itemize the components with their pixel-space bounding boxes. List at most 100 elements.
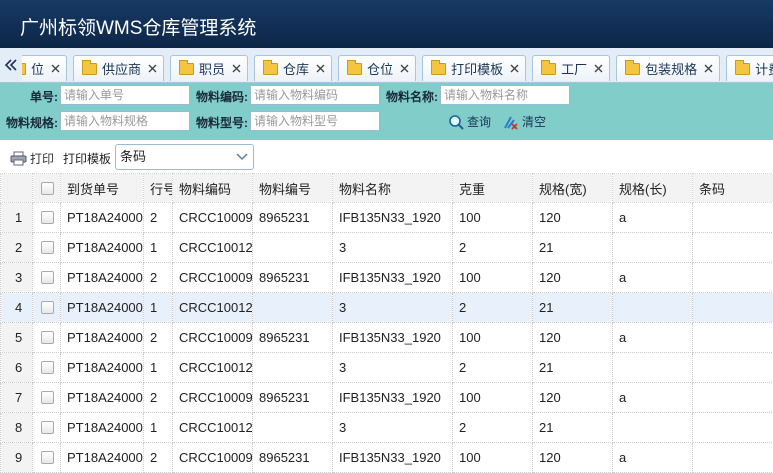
- close-icon[interactable]: [510, 64, 519, 73]
- clear-icon: [504, 116, 518, 130]
- column-header[interactable]: 到货单号: [60, 173, 144, 203]
- table-row[interactable]: 7 PT18A240003 2 CRCC10009 8965231 IFB135N33_1…: [0, 382, 773, 413]
- column-header[interactable]: 规格(长): [612, 173, 693, 203]
- column-header[interactable]: 物料名称: [332, 173, 453, 203]
- data-grid: 到货单号行号物料编码物料编号物料名称克重规格(宽)规格(长)条码 1PT18A2…: [0, 173, 773, 473]
- tab[interactable]: 仓库: [254, 55, 333, 81]
- tabs-scroll-left[interactable]: [3, 56, 19, 74]
- field-label: 物料型号:: [196, 116, 248, 130]
- table-row[interactable]: 6 PT18A240004 1 CRCC10012 3 2 21: [0, 352, 773, 383]
- table-cell: 1: [143, 292, 173, 323]
- tab[interactable]: 工厂: [532, 55, 611, 81]
- text-input[interactable]: 请输入物料规格: [60, 111, 190, 131]
- action-button[interactable]: 查询: [448, 113, 491, 130]
- template-select[interactable]: 条码: [115, 144, 254, 170]
- tab[interactable]: 仓位: [338, 55, 417, 81]
- table-cell: 120: [532, 262, 613, 293]
- row-checkbox[interactable]: [41, 331, 54, 344]
- table-cell: a: [612, 262, 693, 293]
- row-checkbox-cell[interactable]: [32, 442, 61, 473]
- text-input[interactable]: 请输入物料名称: [440, 85, 570, 105]
- close-icon[interactable]: [704, 64, 713, 73]
- table-cell: 100: [452, 382, 533, 413]
- template-value: 条码: [120, 149, 147, 164]
- table-cell: 8965231: [252, 442, 333, 473]
- row-checkbox[interactable]: [41, 361, 54, 374]
- row-checkbox-cell[interactable]: [32, 232, 61, 263]
- row-checkbox[interactable]: [41, 241, 54, 254]
- row-checkbox-cell[interactable]: [32, 262, 61, 293]
- table-cell: 100: [452, 262, 533, 293]
- table-cell: CRCC10012: [172, 412, 253, 443]
- toolbar: 打印 打印模板 条码: [0, 142, 773, 172]
- close-icon[interactable]: [51, 64, 60, 73]
- table-cell: PT18A240006: [60, 202, 144, 233]
- close-icon[interactable]: [232, 64, 241, 73]
- table-cell: a: [612, 442, 693, 473]
- row-checkbox-cell[interactable]: [32, 412, 61, 443]
- row-checkbox[interactable]: [41, 391, 54, 404]
- row-checkbox[interactable]: [41, 211, 54, 224]
- text-input[interactable]: 请输入单号: [60, 85, 190, 105]
- row-checkbox-cell[interactable]: [32, 382, 61, 413]
- row-checkbox-cell[interactable]: [32, 322, 61, 353]
- table-cell: 21: [532, 292, 613, 323]
- folder-icon: [541, 59, 557, 75]
- table-cell: CRCC10012: [172, 292, 253, 323]
- table-row[interactable]: 4 PT18A240005 1 CRCC10012 3 2 21: [0, 292, 773, 323]
- table-cell: 100: [452, 202, 533, 233]
- text-input[interactable]: 请输入物料型号: [250, 111, 380, 131]
- table-cell: IFB135N33_1920: [332, 442, 453, 473]
- close-icon[interactable]: [148, 64, 157, 73]
- row-checkbox[interactable]: [41, 301, 54, 314]
- close-icon[interactable]: [400, 64, 409, 73]
- column-header[interactable]: 物料编号: [252, 173, 333, 203]
- field-label: 单号:: [30, 90, 58, 104]
- row-checkbox-cell[interactable]: [32, 202, 61, 233]
- column-header[interactable]: 条码: [692, 173, 773, 203]
- table-cell: a: [612, 202, 693, 233]
- table-cell: [692, 232, 773, 263]
- print-icon: [10, 151, 27, 166]
- table-cell: 100: [452, 322, 533, 353]
- folder-icon: [22, 62, 26, 75]
- tab-label: 供应商: [102, 62, 142, 77]
- column-header[interactable]: 行号: [143, 173, 173, 203]
- table-row[interactable]: 1 PT18A240006 2 CRCC10009 8965231 IFB135N33_1…: [0, 202, 773, 233]
- table-cell: [692, 442, 773, 473]
- table-cell: 3: [332, 232, 453, 263]
- table-row[interactable]: 8 PT18A240003 1 CRCC10012 3 2 21: [0, 412, 773, 443]
- tab[interactable]: 位: [22, 55, 68, 81]
- column-header[interactable]: 物料编码: [172, 173, 253, 203]
- table-row[interactable]: 3 PT18A240005 2 CRCC10009 8965231 IFB135N33_1…: [0, 262, 773, 293]
- table-row[interactable]: 2 PT18A240006 1 CRCC10012 3 2 21: [0, 232, 773, 263]
- print-button[interactable]: 打印: [10, 150, 54, 167]
- column-header[interactable]: 克重: [452, 173, 533, 203]
- table-row[interactable]: 9 PT18A240002 2 CRCC10009 8965231 IFB135N33_1…: [0, 442, 773, 473]
- table-cell: 120: [532, 442, 613, 473]
- tab[interactable]: 职员: [170, 55, 249, 81]
- table-row[interactable]: 5 PT18A240004 2 CRCC10009 8965231 IFB135N33_1…: [0, 322, 773, 353]
- table-cell: a: [612, 382, 693, 413]
- row-checkbox-cell[interactable]: [32, 292, 61, 323]
- close-icon[interactable]: [316, 64, 325, 73]
- close-icon[interactable]: [594, 64, 603, 73]
- search-icon: [449, 114, 464, 130]
- column-header[interactable]: 规格(宽): [532, 173, 613, 203]
- select-all[interactable]: [32, 173, 61, 203]
- row-checkbox-cell[interactable]: [32, 352, 61, 383]
- field-label: 物料规格:: [6, 116, 58, 130]
- action-button[interactable]: 清空: [503, 113, 546, 130]
- row-checkbox[interactable]: [41, 421, 54, 434]
- tab[interactable]: 包装规格: [616, 55, 721, 81]
- tab[interactable]: 打印模板: [422, 55, 527, 81]
- row-checkbox[interactable]: [41, 451, 54, 464]
- text-input[interactable]: 请输入物料编码: [250, 85, 380, 105]
- tab[interactable]: 供应商: [73, 55, 165, 81]
- table-cell: 1: [143, 232, 173, 263]
- tab[interactable]: 计费规则: [726, 55, 773, 81]
- row-checkbox[interactable]: [41, 271, 54, 284]
- row-number: 6: [0, 352, 33, 383]
- table-cell: 2: [143, 262, 173, 293]
- tab-label: 位: [31, 62, 45, 77]
